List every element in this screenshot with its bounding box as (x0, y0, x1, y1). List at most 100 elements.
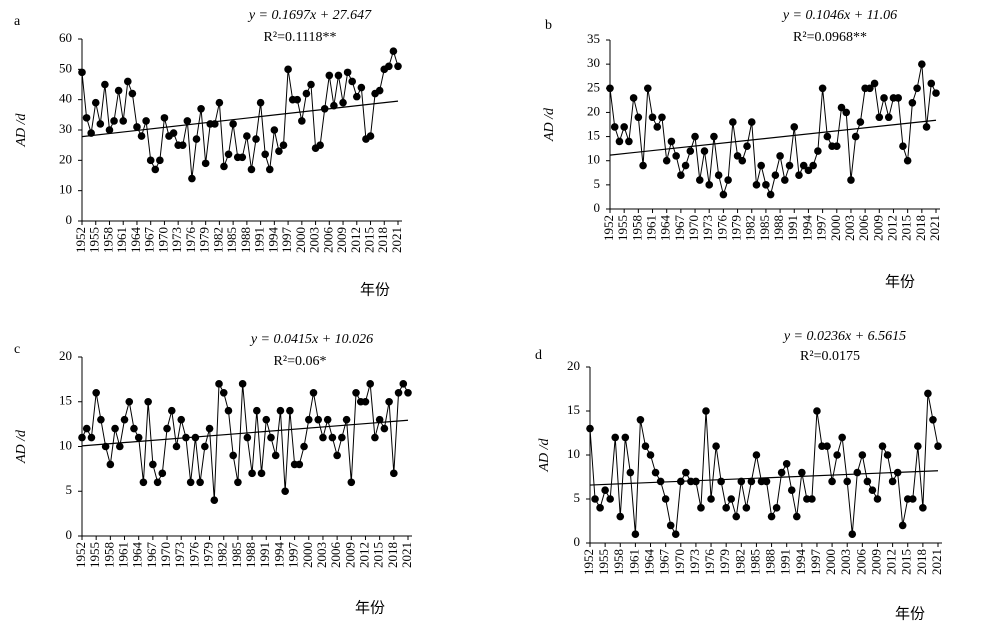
data-point (211, 120, 219, 128)
x-tick-label: 1991 (778, 549, 793, 575)
data-point (172, 442, 181, 451)
x-tick-label: 1967 (142, 227, 157, 254)
x-tick-label: 1982 (732, 549, 747, 575)
x-tick-label: 1952 (73, 227, 88, 253)
data-point (929, 416, 937, 424)
data-point (300, 442, 308, 451)
data-point (347, 478, 356, 487)
data-point (352, 92, 361, 101)
y-tick-label: 25 (587, 79, 600, 94)
data-point (631, 530, 640, 538)
panel-label: a (14, 14, 21, 29)
y-axis-label: AD /d (14, 112, 29, 147)
x-tick-label: 2021 (399, 542, 414, 568)
data-point (682, 468, 690, 477)
data-point (357, 83, 366, 92)
x-tick-label: 1979 (729, 215, 744, 241)
y-tick-label: 30 (59, 121, 72, 136)
data-point (898, 521, 907, 530)
x-tick-label: 2006 (328, 542, 343, 569)
x-tick-label: 2012 (356, 542, 371, 568)
data-point (676, 477, 685, 486)
x-tick-label: 2009 (334, 227, 349, 253)
x-tick-label: 1958 (629, 215, 644, 241)
data-point (848, 530, 857, 538)
data-point (677, 171, 685, 179)
data-point (343, 68, 352, 77)
data-point (615, 137, 624, 146)
data-line (609, 64, 937, 197)
data-point (596, 504, 604, 512)
data-point (666, 521, 675, 530)
data-point (238, 153, 247, 162)
data-point (307, 80, 315, 89)
x-tick-label: 1982 (215, 542, 230, 568)
data-point (661, 495, 670, 503)
data-point (719, 190, 728, 199)
data-point (361, 397, 370, 406)
data-point (328, 433, 337, 442)
data-point (220, 162, 228, 171)
data-point (712, 442, 720, 451)
y-tick-label: 0 (574, 534, 581, 549)
data-point (352, 389, 360, 397)
data-point (847, 176, 855, 184)
data-point (927, 79, 936, 88)
x-tick-label: 1997 (814, 215, 829, 242)
x-tick-label: 2003 (838, 549, 853, 575)
data-point (611, 433, 620, 442)
data-point (658, 113, 666, 122)
data-point (798, 468, 806, 477)
r-squared: R²=0.06* (274, 354, 327, 369)
data-point (732, 512, 741, 521)
data-point (125, 397, 134, 406)
x-tick-label: 1970 (158, 542, 173, 568)
data-point (843, 477, 852, 486)
y-tick-label: 30 (587, 55, 600, 70)
y-tick-label: 20 (567, 358, 580, 373)
data-point (772, 504, 781, 512)
x-tick-label: 1997 (808, 549, 823, 576)
data-point (626, 468, 635, 477)
data-point (215, 98, 224, 107)
data-point (139, 478, 148, 487)
data-point (908, 495, 917, 503)
data-point (702, 407, 710, 415)
data-point (110, 117, 118, 125)
x-tick-label: 2018 (375, 227, 390, 253)
x-tick-label: 1979 (201, 542, 216, 568)
x-tick-label: 2006 (853, 549, 868, 576)
x-axis-label: 年份 (355, 599, 385, 617)
x-tick-label: 1964 (128, 227, 143, 254)
y-axis-label: AD /d (542, 107, 557, 142)
data-point (646, 451, 655, 459)
data-point (586, 424, 594, 433)
x-tick-label: 1991 (252, 227, 267, 253)
y-tick-label: 20 (587, 103, 600, 118)
data-point (919, 504, 927, 512)
x-tick-label: 1970 (672, 549, 687, 575)
data-point (111, 424, 119, 433)
data-point (667, 137, 676, 146)
y-tick-label: 50 (59, 60, 72, 75)
data-point (97, 415, 105, 424)
data-point (186, 478, 195, 487)
data-point (629, 94, 638, 102)
x-axis-label: 年份 (360, 281, 390, 299)
data-point (641, 442, 650, 451)
data-point (91, 98, 100, 107)
data-point (201, 159, 210, 168)
x-tick-label: 1991 (257, 542, 272, 568)
x-tick-label: 2012 (884, 549, 899, 575)
data-point (863, 477, 872, 486)
data-point (790, 123, 799, 131)
data-point (252, 135, 260, 143)
trend-line (81, 100, 399, 138)
data-point (880, 94, 888, 102)
x-tick-label: 1961 (626, 549, 641, 575)
data-point (375, 415, 384, 424)
data-point (92, 389, 100, 397)
data-point (888, 477, 897, 486)
x-tick-label: 1958 (101, 542, 116, 568)
data-line (81, 381, 409, 501)
